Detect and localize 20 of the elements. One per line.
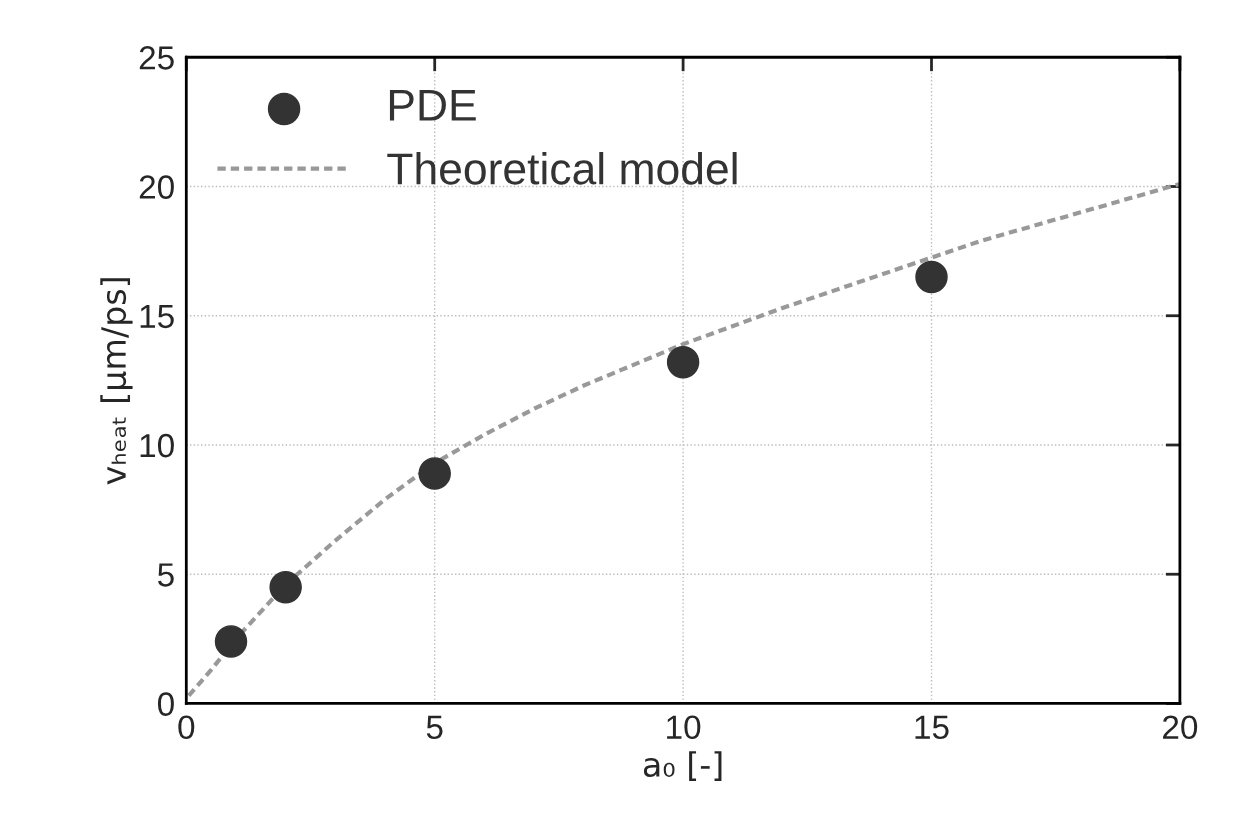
point (666, 346, 700, 379)
x-axis-title: a₀ [-] (643, 751, 722, 781)
point (269, 570, 302, 604)
y-tick-label: 25 (139, 46, 174, 70)
x-tick-label: 20 (1163, 715, 1198, 740)
point (915, 260, 948, 294)
y-axis-title: vₕₑₐₜ [µm/ps] (100, 278, 133, 485)
legend-label: Theoretical model (387, 152, 737, 185)
x-tick-label: 10 (667, 715, 701, 740)
point (214, 625, 248, 658)
x-tick-label: 0 (178, 715, 195, 740)
y-tick-label: 20 (139, 175, 174, 199)
y-tick-label: 5 (157, 563, 174, 587)
x-tick-label: 5 (426, 715, 443, 740)
legend-label: PDE (389, 90, 476, 121)
point (418, 457, 451, 490)
y-tick-label: 0 (157, 692, 174, 716)
x-tick-label: 15 (915, 715, 949, 740)
y-tick-label: 10 (140, 433, 174, 458)
y-tick-label: 15 (140, 304, 174, 329)
